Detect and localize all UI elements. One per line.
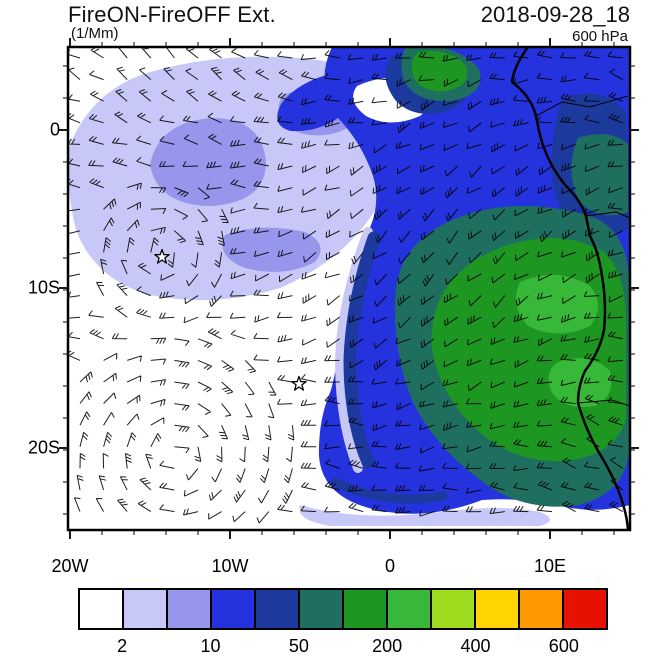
xtick-20W: 20W bbox=[51, 556, 89, 576]
contour-region-periwinkle bbox=[150, 88, 355, 272]
contour-region-green2-cores bbox=[515, 274, 612, 407]
colorbar-label-400: 400 bbox=[460, 636, 491, 656]
colorbar-cell-7 bbox=[386, 590, 430, 628]
contour-fringe-lavender-bottom bbox=[299, 505, 550, 526]
contour-region-green-topcenter bbox=[411, 50, 468, 92]
colorbar-label-10: 10 bbox=[200, 636, 221, 656]
colorbar-cell-0 bbox=[80, 590, 122, 628]
colorbar-cell-9 bbox=[474, 590, 518, 628]
colorbar-label-600: 600 bbox=[548, 636, 579, 656]
colorbar-cell-10 bbox=[518, 590, 562, 628]
colorbar-label-2: 2 bbox=[117, 636, 128, 656]
axis-ticks bbox=[59, 38, 639, 539]
ytick-0: 0 bbox=[49, 119, 60, 140]
ytick-20S: 20S bbox=[27, 437, 60, 458]
map-content bbox=[69, 48, 629, 529]
colorbar-cell-4 bbox=[254, 590, 298, 628]
plot-datetime: 2018-09-28_18 bbox=[480, 2, 630, 27]
star-marker-2 bbox=[291, 375, 307, 391]
plot-units: (1/Mm) bbox=[71, 25, 119, 42]
colorbar-cell-1 bbox=[122, 590, 166, 628]
xtick-10W: 10W bbox=[211, 556, 249, 576]
contour-fringe-lavender-band bbox=[334, 227, 373, 473]
contour-region-teal-coastal-strip bbox=[571, 134, 628, 216]
colorbar-cell-3 bbox=[210, 590, 254, 628]
colorbar-label-50: 50 bbox=[288, 636, 309, 656]
colorbar-label-200: 200 bbox=[372, 636, 403, 656]
colorbar bbox=[78, 588, 608, 630]
star-marker-1 bbox=[154, 248, 170, 264]
colorbar-cell-6 bbox=[342, 590, 386, 628]
xtick-10E: 10E bbox=[533, 556, 567, 576]
colorbar-cell-2 bbox=[166, 590, 210, 628]
colorbar-cell-5 bbox=[298, 590, 342, 628]
plot-level: 600 hPa bbox=[572, 28, 628, 45]
coastline bbox=[510, 48, 629, 529]
plot-title: FireON-FireOFF Ext. bbox=[68, 2, 276, 27]
country-borders bbox=[535, 95, 629, 407]
xtick-0: 0 bbox=[384, 556, 396, 576]
ytick-10S: 10S bbox=[27, 277, 60, 298]
colorbar-cell-8 bbox=[430, 590, 474, 628]
wind-barbs bbox=[69, 48, 624, 524]
contour-fringe-navy-bottom bbox=[330, 477, 448, 504]
colorbar-cell-11 bbox=[562, 590, 606, 628]
contour-region-blue-hook bbox=[277, 70, 356, 132]
